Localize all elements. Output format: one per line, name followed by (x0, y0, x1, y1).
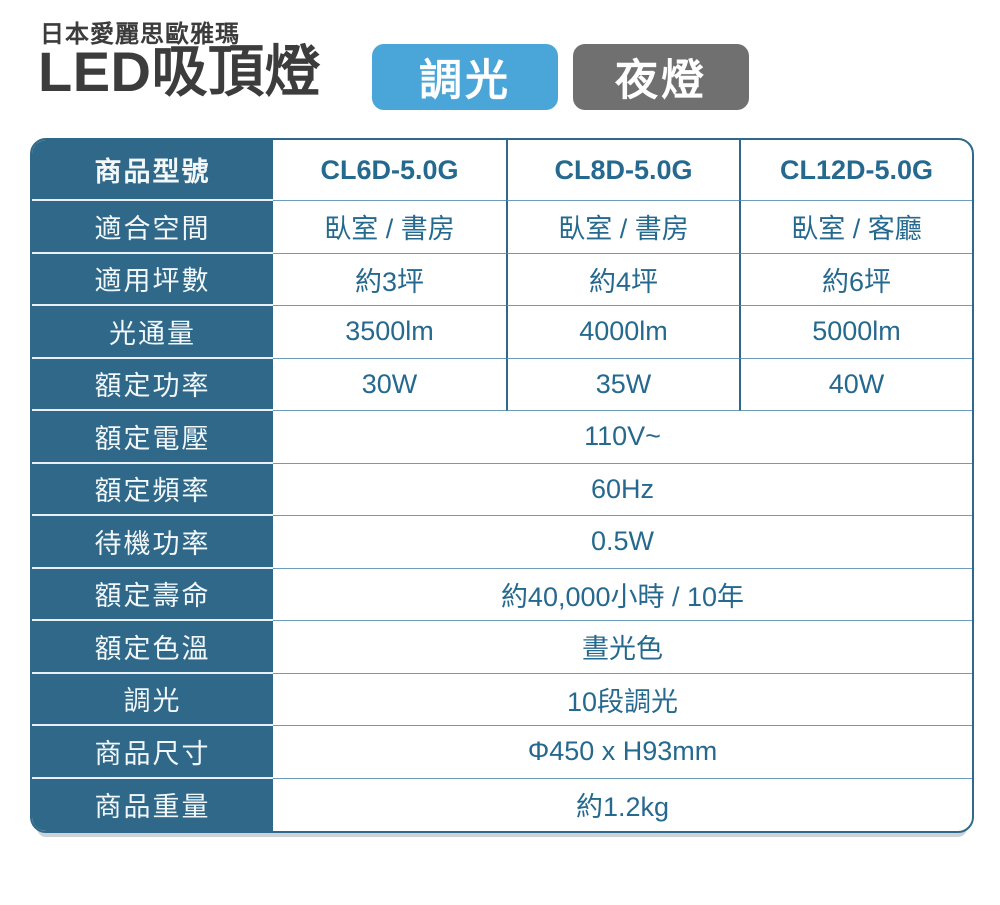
spec-value-span-cell: 約40,000小時 / 10年 (273, 569, 972, 621)
spec-value-cell: 約3坪 (273, 254, 506, 306)
spec-row-label: 適合空間 (32, 201, 273, 254)
page-title: LED吸頂燈 (38, 40, 321, 103)
spec-row-label: 額定色溫 (32, 621, 273, 674)
spec-value-cell: 臥室 / 書房 (506, 201, 739, 254)
spec-row-label: 光通量 (32, 306, 273, 359)
spec-value-cell: 4000lm (506, 306, 739, 359)
spec-value-cell: 5000lm (739, 306, 972, 359)
spec-row-label: 商品尺寸 (32, 726, 273, 779)
spec-row-label: 額定壽命 (32, 568, 273, 621)
spec-value-cell: 3500lm (273, 306, 506, 359)
spec-value-cell: 40W (739, 358, 972, 411)
spec-value-cell: 30W (273, 359, 506, 411)
spec-value-span-cell: Φ450 x H93mm (273, 726, 972, 779)
spec-value-cell: 約6坪 (739, 253, 972, 306)
spec-value-cell: 臥室 / 客廳 (739, 201, 972, 254)
spec-value-cell: 臥室 / 書房 (273, 201, 506, 254)
spec-row-label: 商品型號 (32, 140, 273, 201)
spec-value-span-cell: 60Hz (273, 464, 972, 516)
night-light-badge: 夜燈 (573, 44, 749, 110)
spec-value-cell: CL12D-5.0G (739, 140, 972, 201)
dimming-badge: 調光 (372, 44, 558, 110)
spec-row-label: 額定功率 (32, 358, 273, 411)
spec-value-span-cell: 0.5W (273, 516, 972, 569)
spec-value-cell: 35W (506, 358, 739, 411)
brand-text: 日本愛麗思歐雅瑪 (40, 21, 240, 48)
spec-value-span-cell: 約1.2kg (575, 792, 670, 823)
spec-table: 商品型號 CL6D-5.0G CL8D-5.0G CL12D-5.0G 適合空間 臥室 /… (30, 138, 974, 833)
spec-row-label: 適用坪數 (32, 253, 273, 306)
spec-row-label: 待機功率 (32, 516, 273, 569)
spec-value-cell: CL6D-5.0G (273, 140, 506, 201)
spec-row-label: 額定電壓 (32, 411, 273, 464)
spec-value-span-cell: 110V~ (273, 411, 972, 464)
spec-row-label: 額定頻率 (32, 463, 273, 516)
spec-value-span-cell: 晝光色 (273, 621, 972, 674)
spec-value-cell: CL8D-5.0G (506, 140, 739, 201)
spec-value-cell: 約4坪 (506, 253, 739, 306)
spec-row-label: 調光 (32, 673, 273, 726)
spec-value-span-cell: 10段調光 (273, 674, 972, 726)
spec-row-label: 商品重量 (32, 778, 273, 831)
